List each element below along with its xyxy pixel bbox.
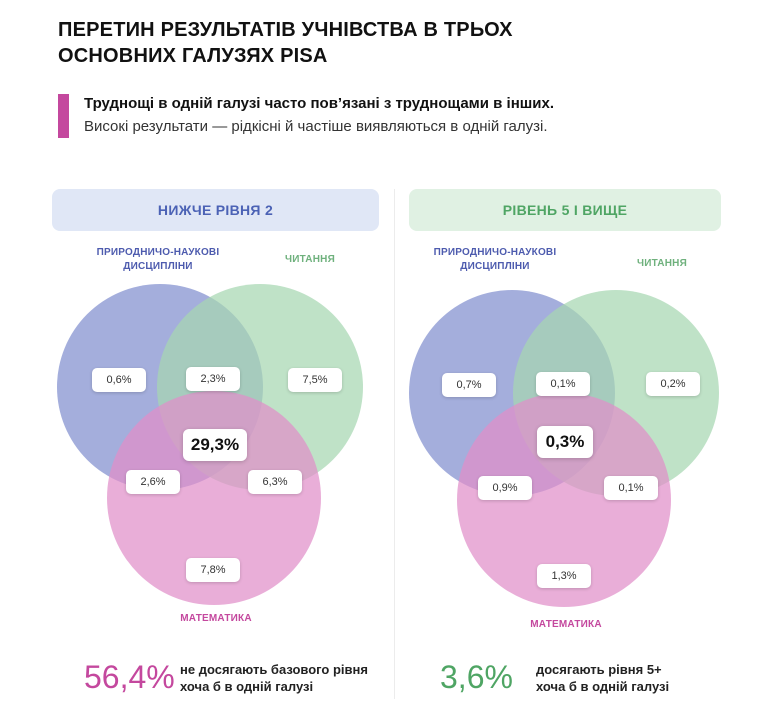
right-header: РІВЕНЬ 5 І ВИЩЕ (409, 189, 721, 231)
right-label-reading: ЧИТАННЯ (637, 258, 687, 269)
left-label-math: МАТЕМАТИКА (180, 613, 252, 624)
left-value-science-only: 0,6% (92, 368, 146, 392)
right-value-all-three: 0,3% (537, 426, 593, 458)
left-value-math-only: 7,8% (186, 558, 240, 582)
left-value-science-math: 2,6% (126, 470, 180, 494)
left-value-reading-only: 7,5% (288, 368, 342, 392)
left-value-science-reading: 2,3% (186, 367, 240, 391)
right-label-science: ПРИРОДНИЧО-НАУКОВІ ДИСЦИПЛІНИ (412, 246, 578, 274)
left-label-science-line1: ПРИРОДНИЧО-НАУКОВІ (96, 247, 220, 258)
column-divider (394, 189, 395, 699)
left-stat-text: не досягають базового рівня хоча б в одн… (180, 661, 368, 695)
right-circle-math (457, 393, 671, 607)
right-label-science-line2: ДИСЦИПЛІНИ (460, 261, 530, 272)
right-value-reading-math: 0,1% (604, 476, 658, 500)
right-stat-line1: досягають рівня 5+ (536, 662, 662, 677)
left-circle-math (107, 391, 321, 605)
right-value-math-only: 1,3% (537, 564, 591, 588)
left-label-science: ПРИРОДНИЧО-НАУКОВІ ДИСЦИПЛІНИ (74, 246, 242, 274)
left-label-science-line2: ДИСЦИПЛІНИ (123, 261, 193, 272)
left-label-reading: ЧИТАННЯ (285, 254, 335, 265)
right-stat-value: 3,6% (440, 659, 513, 695)
title-line-1: ПЕРЕТИН РЕЗУЛЬТАТІВ УЧНІВСТВА В ТРЬОХ (58, 19, 513, 41)
right-value-science-reading: 0,1% (536, 372, 590, 396)
right-value-science-only: 0,7% (442, 373, 496, 397)
left-header: НИЖЧЕ РІВНЯ 2 (52, 189, 379, 231)
left-stat-value: 56,4% (84, 659, 175, 695)
right-stat-text: досягають рівня 5+ хоча б в одній галузі (536, 661, 669, 695)
lead-accent-bar (58, 94, 69, 138)
left-value-reading-math: 6,3% (248, 470, 302, 494)
right-label-math: МАТЕМАТИКА (530, 619, 602, 630)
title-line-2: ОСНОВНИХ ГАЛУЗЯХ PISA (58, 45, 328, 67)
right-value-reading-only: 0,2% (646, 372, 700, 396)
page-title: ПЕРЕТИН РЕЗУЛЬТАТІВ УЧНІВСТВА В ТРЬОХ ОС… (58, 17, 698, 69)
right-label-science-line1: ПРИРОДНИЧО-НАУКОВІ (433, 247, 557, 258)
left-stat-line2: хоча б в одній галузі (180, 679, 314, 694)
left-stat-line1: не досягають базового рівня (180, 662, 368, 677)
lead-regular-text: Високі результати — рідкісні й частіше в… (84, 118, 548, 135)
left-value-all-three: 29,3% (183, 429, 247, 461)
right-stat-line2: хоча б в одній галузі (536, 679, 670, 694)
right-value-science-math: 0,9% (478, 476, 532, 500)
lead-bold-text: Труднощі в одній галузі часто пов’язані … (84, 95, 555, 112)
